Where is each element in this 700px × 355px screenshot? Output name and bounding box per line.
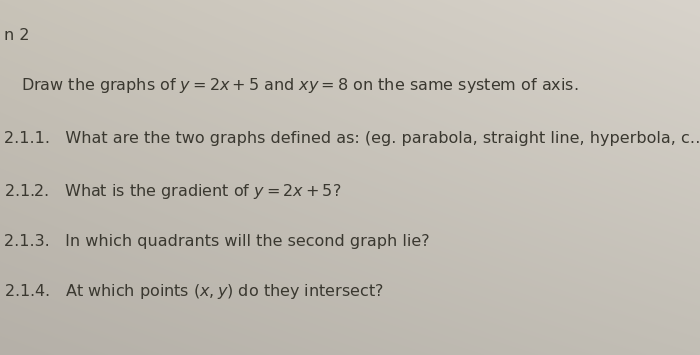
- Text: n 2: n 2: [4, 28, 29, 43]
- Text: 2.1.1.   What are the two graphs defined as: (eg. parabola, straight line, hyper: 2.1.1. What are the two graphs defined a…: [4, 131, 700, 146]
- Text: Draw the graphs of $y = 2x + 5$ and $xy = 8$ on the same system of axis.: Draw the graphs of $y = 2x + 5$ and $xy …: [21, 76, 579, 95]
- Text: 2.1.3.   In which quadrants will the second graph lie?: 2.1.3. In which quadrants will the secon…: [4, 234, 429, 249]
- Text: 2.1.4.   At which points $(x, y)$ do they intersect?: 2.1.4. At which points $(x, y)$ do they …: [4, 282, 383, 301]
- Text: 2.1.2.   What is the gradient of $y = 2x + 5$?: 2.1.2. What is the gradient of $y = 2x +…: [4, 182, 341, 201]
